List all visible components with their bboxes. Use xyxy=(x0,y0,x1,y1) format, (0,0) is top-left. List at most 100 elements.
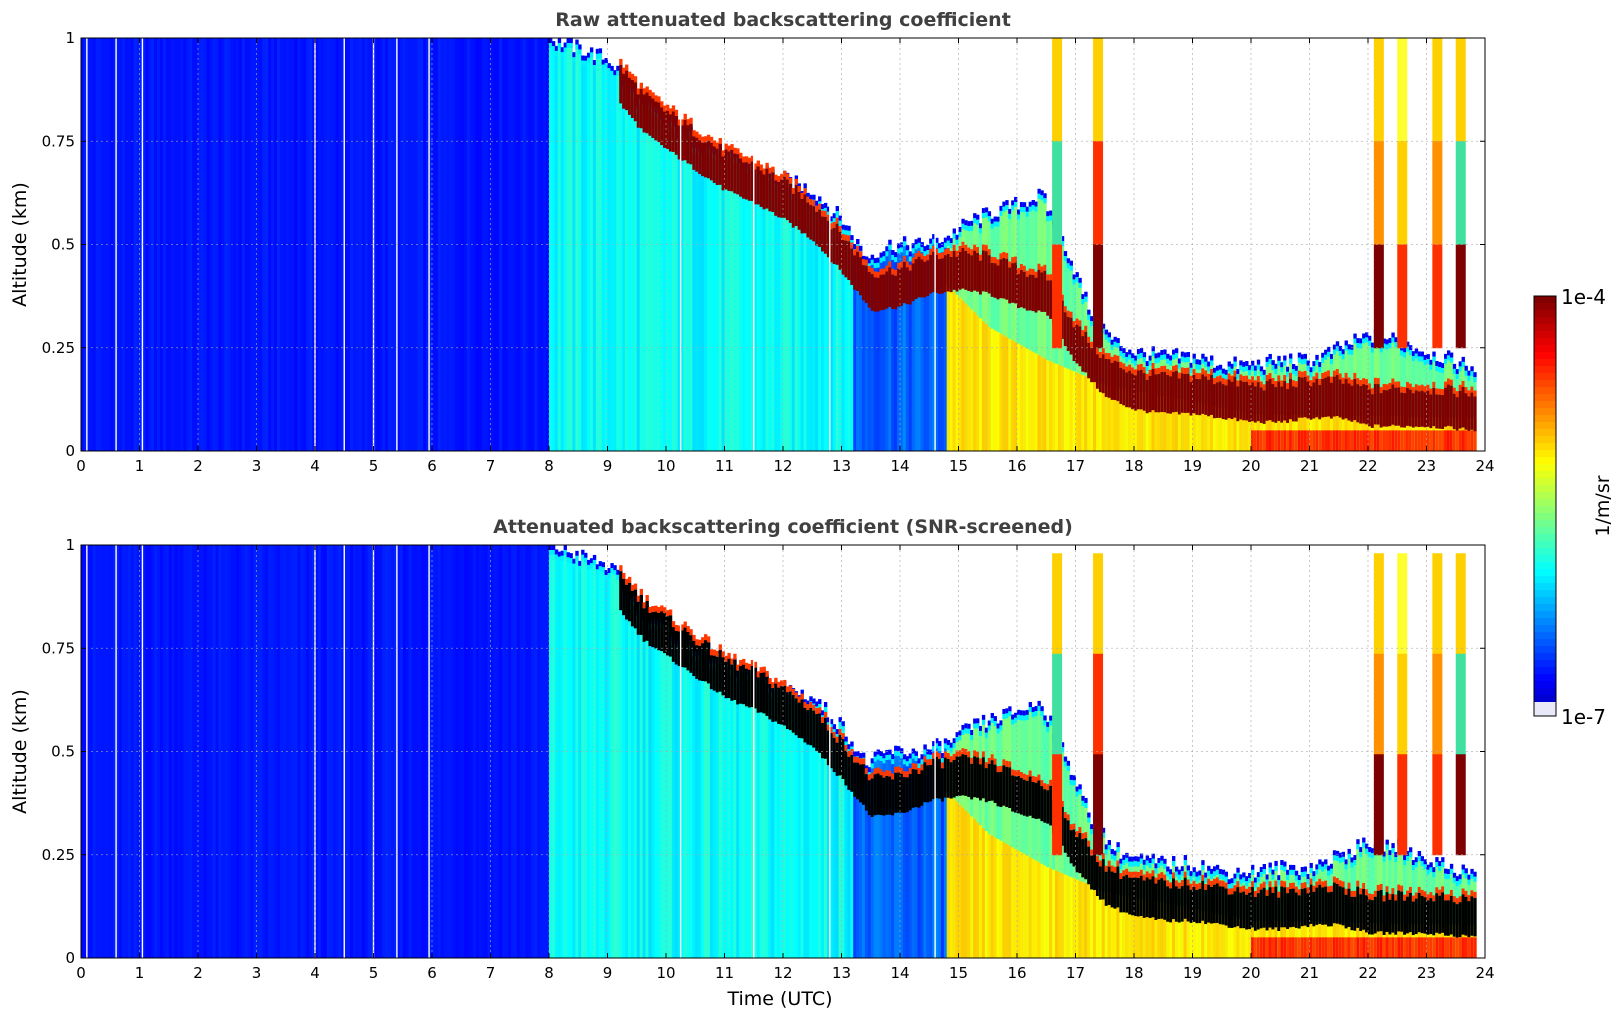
time-column xyxy=(1423,354,1427,451)
dense-layer-cell xyxy=(905,777,910,813)
layer-edge-cell xyxy=(812,200,816,207)
layer-edge-cell xyxy=(859,251,863,258)
dense-layer-cell xyxy=(812,710,816,748)
dense-layer-cell xyxy=(1408,389,1413,427)
layer-fringe-cell xyxy=(1327,346,1331,352)
aerosol-cell xyxy=(724,662,728,958)
time-column xyxy=(584,55,588,452)
dense-layer-cell xyxy=(938,259,942,294)
layer-fringe-cell xyxy=(803,699,807,705)
layer-edge-cell xyxy=(1368,893,1372,900)
time-column xyxy=(774,174,778,452)
time-column xyxy=(1417,351,1422,451)
surface-cell xyxy=(1274,430,1278,451)
time-column xyxy=(502,545,506,958)
layer-fringe-cell xyxy=(1151,853,1155,859)
dense-layer-cell xyxy=(853,255,857,290)
layer-edge-cell xyxy=(876,271,880,278)
layer-fringe-cell xyxy=(1090,321,1094,327)
time-column xyxy=(148,38,152,451)
dense-layer-cell xyxy=(1078,326,1082,367)
time-column xyxy=(1458,361,1462,451)
layer-fringe-cell xyxy=(1385,344,1389,350)
time-column xyxy=(1309,862,1313,958)
time-column xyxy=(1128,349,1132,451)
x-tick-label: 24 xyxy=(1475,457,1494,475)
aerosol-cell xyxy=(812,194,816,452)
dense-layer-cell xyxy=(1195,378,1199,415)
aerosol-cell xyxy=(157,38,161,451)
time-column xyxy=(978,223,983,451)
dense-layer-cell xyxy=(1221,886,1226,925)
yellow-aerosol-cell xyxy=(981,321,986,451)
layer-fringe-cell xyxy=(850,235,854,241)
yellow-aerosol-cell xyxy=(1014,848,1018,958)
aerosol-cell xyxy=(683,123,687,451)
layer-fringe-cell xyxy=(1145,361,1150,367)
dense-layer-cell xyxy=(1198,888,1202,924)
time-column xyxy=(630,584,635,958)
yellow-aerosol-cell xyxy=(1078,373,1082,451)
aerosol-cell xyxy=(344,38,348,451)
time-column xyxy=(674,109,679,451)
layer-fringe-cell xyxy=(1186,870,1190,876)
layer-fringe-cell xyxy=(1245,361,1249,367)
aerosol-cell xyxy=(347,545,351,958)
yellow-aerosol-cell xyxy=(1163,395,1167,451)
layer-fringe-cell xyxy=(1391,843,1395,849)
time-column xyxy=(891,250,895,451)
time-column xyxy=(1028,702,1033,958)
layer-fringe-cell xyxy=(914,755,918,761)
layer-edge-cell xyxy=(666,610,670,617)
layer-edge-cell xyxy=(1122,363,1126,370)
layer-fringe-cell xyxy=(1183,357,1188,363)
time-column xyxy=(952,228,956,451)
layer-fringe-cell xyxy=(1362,338,1366,344)
layer-edge-cell xyxy=(1388,382,1392,389)
time-column xyxy=(1303,866,1307,958)
aerosol-cell xyxy=(818,196,822,451)
time-column xyxy=(1283,861,1287,958)
dense-layer-cell xyxy=(815,714,819,751)
layer-edge-cell xyxy=(1277,891,1281,898)
layer-fringe-cell xyxy=(1227,884,1231,890)
time-column xyxy=(823,702,828,958)
time-column xyxy=(531,545,535,958)
layer-fringe-cell xyxy=(1441,862,1445,868)
layer-fringe-cell xyxy=(900,748,904,754)
dense-layer-cell xyxy=(835,742,839,776)
layer-fringe-cell xyxy=(929,243,933,249)
aerosol-cell xyxy=(794,691,799,958)
aerosol-cell xyxy=(666,623,670,958)
dense-layer-cell xyxy=(1414,898,1419,935)
dense-layer-cell xyxy=(1359,894,1363,932)
yellow-aerosol-cell xyxy=(1046,360,1050,451)
dense-layer-cell xyxy=(1049,785,1053,826)
layer-fringe-cell xyxy=(1180,356,1185,362)
aerosol-cell xyxy=(516,38,521,451)
aerosol-cell xyxy=(154,545,158,958)
layer-edge-cell xyxy=(940,252,945,259)
layer-edge-cell xyxy=(1011,257,1015,264)
aerosol-cell xyxy=(832,213,837,451)
time-column xyxy=(268,545,272,958)
dense-layer-cell xyxy=(674,630,679,665)
yellow-aerosol-cell xyxy=(1233,917,1237,958)
time-column xyxy=(566,552,570,958)
layer-edge-cell xyxy=(1148,369,1152,376)
layer-fringe-cell xyxy=(1037,705,1041,711)
layer-fringe-cell xyxy=(973,218,977,224)
surface-cell xyxy=(1423,430,1427,451)
layer-edge-cell xyxy=(1046,784,1050,791)
aerosol-cell xyxy=(493,38,497,451)
layer-fringe-cell xyxy=(970,225,974,231)
layer-fringe-cell xyxy=(1312,366,1316,372)
yellow-aerosol-cell xyxy=(996,332,1000,451)
layer-edge-cell xyxy=(1382,895,1386,902)
surface-cell xyxy=(1271,937,1275,958)
layer-fringe-cell xyxy=(1300,359,1305,365)
dense-layer-cell xyxy=(663,613,667,654)
time-column xyxy=(759,164,763,452)
surface-cell xyxy=(1426,937,1430,958)
surface-cell xyxy=(1353,430,1357,451)
